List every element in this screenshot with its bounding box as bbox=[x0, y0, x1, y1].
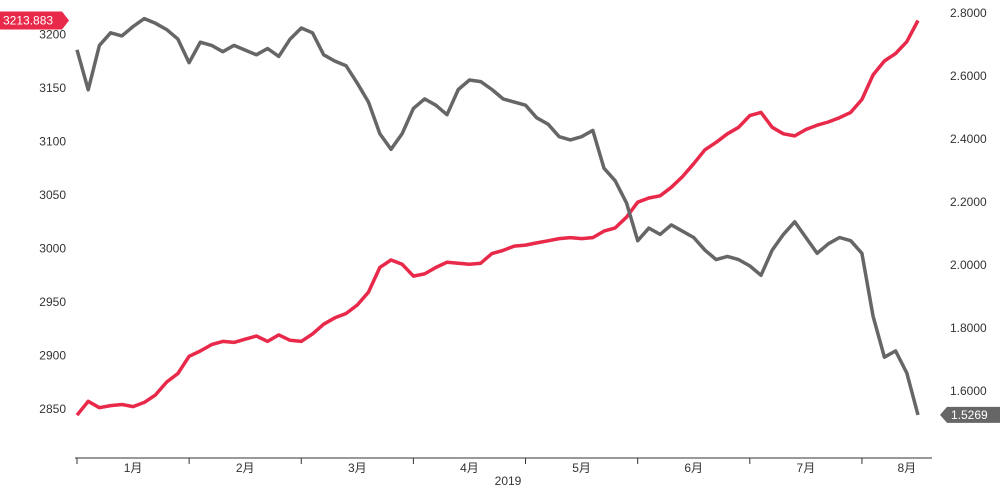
y2-tick-label: 1.6000 bbox=[950, 384, 987, 398]
y2-tick-label: 2.6000 bbox=[950, 69, 987, 83]
y2-tick-label: 2.0000 bbox=[950, 258, 987, 272]
y-tick-label: 3150 bbox=[39, 81, 66, 95]
x-axis-label: 2019 bbox=[495, 474, 522, 488]
x-tick-label: 8月 bbox=[897, 461, 916, 475]
x-tick-label: 1月 bbox=[124, 461, 143, 475]
y-tick-label: 3100 bbox=[39, 134, 66, 148]
y-tick-label: 2950 bbox=[39, 295, 66, 309]
last-value-label: 1.5269 bbox=[951, 408, 988, 422]
x-tick-label: 4月 bbox=[460, 461, 479, 475]
x-tick-label: 2月 bbox=[236, 461, 255, 475]
y-tick-label: 3000 bbox=[39, 242, 66, 256]
line-series bbox=[75, 19, 920, 417]
last-value-tag bbox=[940, 406, 1000, 423]
x-tick-label: 6月 bbox=[684, 461, 703, 475]
x-tick-label: 3月 bbox=[348, 461, 367, 475]
y-tick-label: 3200 bbox=[39, 27, 66, 41]
last-value-label: 3213.883 bbox=[3, 14, 53, 28]
x-tick-label: 7月 bbox=[797, 461, 816, 475]
last-value-tag bbox=[0, 11, 69, 30]
y2-tick-label: 2.2000 bbox=[950, 195, 987, 209]
y2-tick-label: 1.8000 bbox=[950, 321, 987, 335]
y-tick-label: 3050 bbox=[39, 188, 66, 202]
y-tick-label: 2850 bbox=[39, 402, 66, 416]
line-series bbox=[75, 16, 920, 416]
y-tick-label: 2900 bbox=[39, 349, 66, 363]
x-tick-label: 5月 bbox=[572, 461, 591, 475]
y2-tick-label: 2.8000 bbox=[950, 6, 987, 20]
y2-tick-label: 2.4000 bbox=[950, 132, 987, 146]
